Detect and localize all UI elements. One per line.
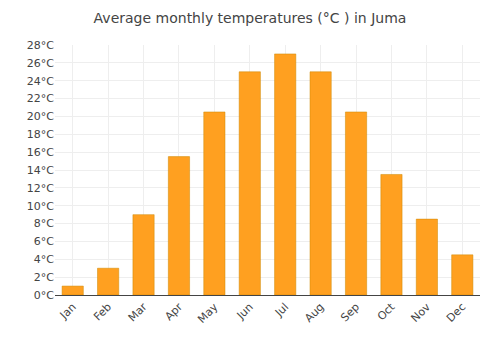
svg-text:0°C: 0°C (34, 289, 54, 302)
svg-text:10°C: 10°C (27, 200, 54, 213)
svg-text:8°C: 8°C (34, 217, 54, 230)
svg-text:26°C: 26°C (27, 57, 54, 70)
svg-text:2°C: 2°C (34, 271, 54, 284)
svg-text:Dec: Dec (444, 301, 468, 325)
svg-text:Nov: Nov (409, 300, 434, 325)
svg-text:Jan: Jan (57, 301, 79, 323)
svg-text:16°C: 16°C (27, 146, 54, 159)
svg-text:Oct: Oct (375, 300, 398, 323)
svg-text:Aug: Aug (302, 301, 326, 325)
svg-text:Feb: Feb (91, 301, 114, 324)
svg-text:18°C: 18°C (27, 128, 54, 141)
svg-text:20°C: 20°C (27, 110, 54, 123)
svg-text:Jul: Jul (272, 301, 291, 320)
svg-text:12°C: 12°C (27, 182, 54, 195)
svg-text:24°C: 24°C (27, 75, 54, 88)
svg-text:22°C: 22°C (27, 92, 54, 105)
svg-text:Average monthly temperatures (: Average monthly temperatures (°C ) in Ju… (94, 10, 407, 26)
svg-text:28°C: 28°C (27, 39, 54, 52)
svg-text:Apr: Apr (162, 300, 185, 323)
svg-text:Mar: Mar (126, 300, 150, 324)
svg-text:Jun: Jun (234, 300, 256, 322)
svg-text:14°C: 14°C (27, 164, 54, 177)
svg-text:6°C: 6°C (34, 235, 54, 248)
svg-text:Sep: Sep (338, 301, 362, 325)
svg-text:4°C: 4°C (34, 253, 54, 266)
svg-text:May: May (195, 300, 221, 326)
